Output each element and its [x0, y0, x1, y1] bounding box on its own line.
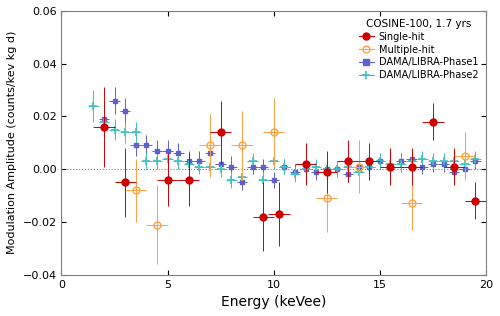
Y-axis label: Modulation Amplitude (counts/kev kg d): Modulation Amplitude (counts/kev kg d): [7, 31, 17, 254]
Legend: Single-hit, Multiple-hit, DAMA/LIBRA-Phase1, DAMA/LIBRA-Phase2: Single-hit, Multiple-hit, DAMA/LIBRA-Pha…: [356, 16, 481, 83]
X-axis label: Energy (keVee): Energy (keVee): [221, 295, 326, 309]
